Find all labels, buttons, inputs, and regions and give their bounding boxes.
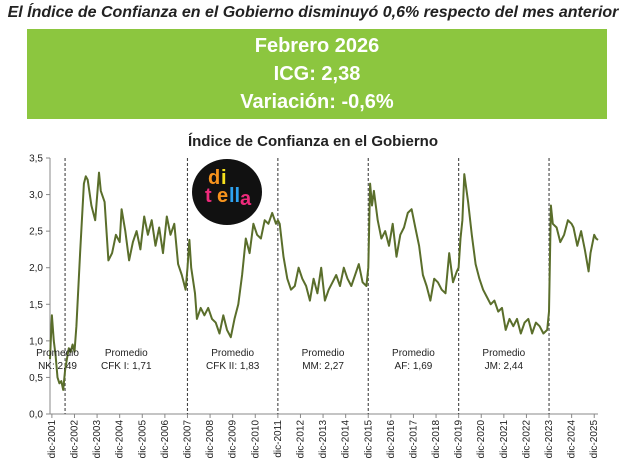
y-tick-label: 0,0: [29, 410, 43, 421]
period-average-label: Promedio: [211, 348, 254, 359]
x-tick-label: dic-2025: [589, 420, 600, 459]
icg-value: ICG: 2,38: [273, 63, 361, 85]
x-tick-label: dic-2007: [182, 420, 193, 459]
logo-letter: d: [208, 167, 221, 189]
logo-letter: i: [221, 167, 227, 189]
period-average-label: Promedio: [482, 348, 525, 359]
x-tick-label: dic-2017: [408, 420, 419, 459]
series-line: [49, 171, 599, 391]
period-average-value: CFK II: 1,83: [206, 361, 260, 372]
x-tick-label: dic-2019: [454, 420, 465, 459]
logo-letter: ll: [229, 185, 241, 207]
period-average-value: CFK I: 1,71: [101, 361, 152, 372]
x-tick-label: dic-2011: [273, 420, 284, 458]
x-tick-label: dic-2018: [431, 420, 442, 459]
x-tick-label: dic-2015: [363, 420, 374, 459]
x-tick-label: dic-2014: [341, 420, 352, 459]
x-tick-label: dic-2010: [250, 420, 261, 459]
headline: El Índice de Confianza en el Gobierno di…: [7, 4, 619, 21]
y-tick-label: 1,0: [29, 336, 43, 347]
x-tick-label: dic-2023: [544, 420, 555, 459]
y-tick-label: 0,5: [29, 373, 43, 384]
x-tick-label: dic-2013: [318, 420, 329, 459]
period-average-label: Promedio: [392, 348, 435, 359]
x-tick-label: dic-2012: [295, 420, 306, 459]
period-label: Febrero 2026: [254, 35, 380, 57]
x-tick-label: dic-2016: [386, 420, 397, 459]
x-tick-label: dic-2001: [47, 420, 58, 459]
variation-value: Variación: -0,6%: [240, 91, 394, 113]
di-tella-logo: d i t e ll a: [192, 159, 262, 225]
x-tick-label: dic-2005: [137, 420, 148, 459]
x-tick-label: dic-2021: [499, 420, 510, 459]
y-tick-label: 2,5: [29, 227, 43, 238]
x-tick-label: dic-2020: [476, 420, 487, 459]
x-tick-label: dic-2003: [92, 420, 103, 459]
y-tick-label: 1,5: [29, 300, 43, 311]
period-average-value: NK: 2,49: [38, 361, 77, 372]
x-tick-label: dic-2006: [160, 420, 171, 459]
x-tick-label: dic-2009: [228, 420, 239, 459]
y-tick-label: 3,0: [29, 190, 43, 201]
period-average-value: AF: 1,69: [395, 361, 433, 372]
y-tick-label: 2,0: [29, 263, 43, 274]
period-average-label: Promedio: [36, 348, 79, 359]
logo-letter: t: [205, 185, 212, 207]
x-tick-label: dic-2022: [521, 420, 532, 459]
summary-banner: Febrero 2026 ICG: 2,38 Variación: -0,6%: [27, 29, 607, 119]
chart-title: Índice de Confianza en el Gobierno: [187, 133, 439, 150]
x-tick-label: dic-2004: [115, 420, 126, 459]
period-average-label: Promedio: [105, 348, 148, 359]
x-tick-label: dic-2008: [205, 420, 216, 459]
period-average-value: JM: 2,44: [485, 361, 524, 372]
y-tick-label: 3,5: [29, 154, 43, 165]
x-tick-label: dic-2002: [69, 420, 80, 459]
x-tick-label: dic-2024: [567, 420, 578, 459]
period-average-label: Promedio: [302, 348, 345, 359]
period-average-value: MM: 2,27: [302, 361, 344, 372]
logo-letter: e: [217, 185, 229, 207]
logo-letter: a: [240, 188, 252, 210]
